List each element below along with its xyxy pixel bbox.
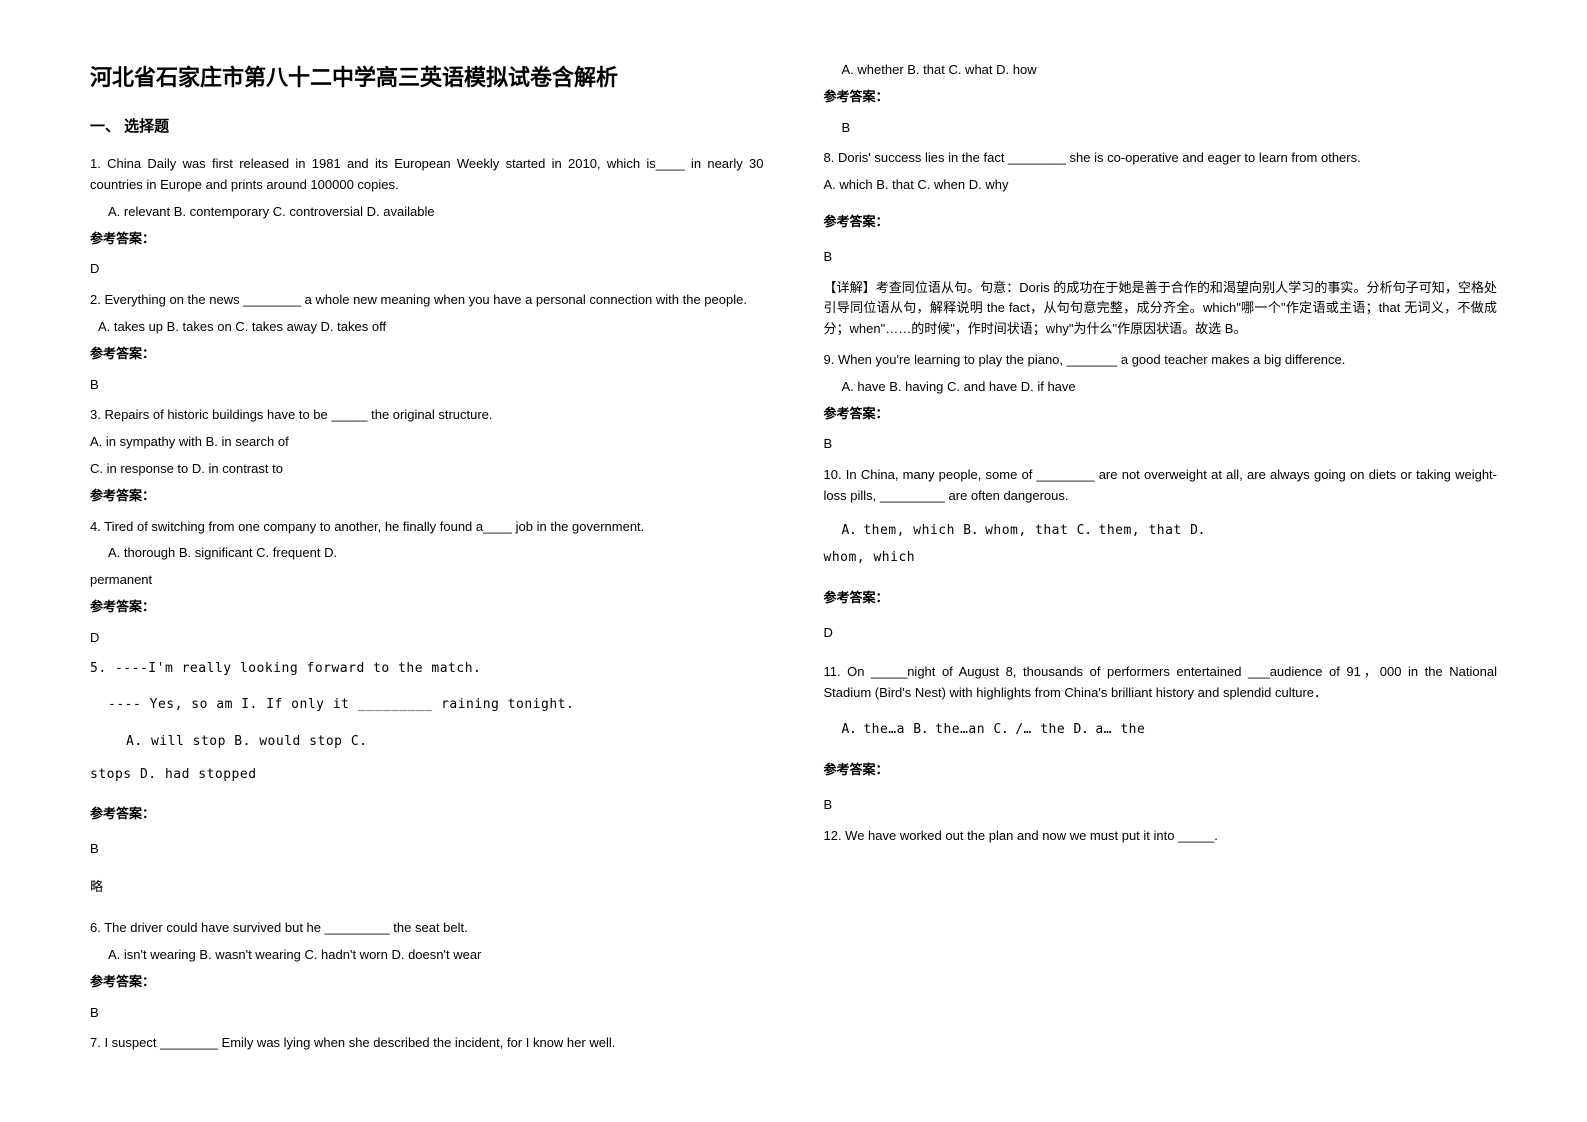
q7-answer-label: 参考答案： bbox=[824, 87, 1498, 108]
q8-text: 8. Doris' success lies in the fact _____… bbox=[824, 148, 1498, 169]
q9-answer-label: 参考答案： bbox=[824, 404, 1498, 425]
q2-answer: B bbox=[90, 375, 764, 396]
q10-text: 10. In China, many people, some of _____… bbox=[824, 465, 1498, 507]
q2-options: A. takes up B. takes on C. takes away D.… bbox=[98, 317, 764, 338]
q6-options: A. isn't wearing B. wasn't wearing C. ha… bbox=[108, 945, 764, 966]
q5-line2: ---- Yes, so am I. If only it _________ … bbox=[108, 695, 764, 716]
q10-answer-label: 参考答案： bbox=[824, 588, 1498, 609]
q8-answer-label: 参考答案： bbox=[824, 212, 1498, 233]
q8-options: A. which B. that C. when D. why bbox=[824, 175, 1498, 196]
q5-options-1: A. will stop B. would stop C. bbox=[126, 732, 764, 753]
q4-text: 4. Tired of switching from one company t… bbox=[90, 517, 764, 538]
q11-options: A．the…a B．the…an C．/… the D．a… the bbox=[842, 720, 1498, 741]
q6-text: 6. The driver could have survived but he… bbox=[90, 918, 764, 939]
q11-answer-label: 参考答案： bbox=[824, 760, 1498, 781]
q10-answer: D bbox=[824, 623, 1498, 644]
q3-text: 3. Repairs of historic buildings have to… bbox=[90, 405, 764, 426]
q3-options-2: C. in response to D. in contrast to bbox=[90, 459, 764, 480]
q4-answer: D bbox=[90, 628, 764, 649]
q5-text: 5. ----I'm really looking forward to the… bbox=[90, 659, 764, 680]
section-heading: 一、 选择题 bbox=[90, 115, 764, 139]
q1-answer: D bbox=[90, 259, 764, 280]
q6-answer: B bbox=[90, 1003, 764, 1024]
q5-answer: B bbox=[90, 839, 764, 860]
exam-page: 河北省石家庄市第八十二中学高三英语模拟试卷含解析 一、 选择题 1. China… bbox=[90, 60, 1497, 1060]
q4-answer-label: 参考答案： bbox=[90, 597, 764, 618]
q5-options-2: stops D. had stopped bbox=[90, 765, 764, 786]
q7-answer: B bbox=[842, 118, 1498, 139]
q8-explanation: 【详解】考查同位语从句。句意：Doris 的成功在于她是善于合作的和渴望向别人学… bbox=[824, 278, 1498, 340]
q9-answer: B bbox=[824, 434, 1498, 455]
q1-answer-label: 参考答案： bbox=[90, 229, 764, 250]
q3-options-1: A. in sympathy with B. in search of bbox=[90, 432, 764, 453]
q9-options: A. have B. having C. and have D. if have bbox=[842, 377, 1498, 398]
q10-options-tail: whom, which bbox=[824, 548, 1498, 569]
page-title: 河北省石家庄市第八十二中学高三英语模拟试卷含解析 bbox=[90, 60, 764, 95]
q11-text: 11. On _____night of August 8, thousands… bbox=[824, 662, 1498, 704]
q2-text: 2. Everything on the news ________ a who… bbox=[90, 290, 764, 311]
q5-answer-label: 参考答案： bbox=[90, 804, 764, 825]
q5-omit: 略 bbox=[90, 877, 764, 898]
q4-options-line: A. thorough B. significant C. frequent D… bbox=[108, 543, 764, 564]
q2-answer-label: 参考答案： bbox=[90, 344, 764, 365]
q6-answer-label: 参考答案： bbox=[90, 972, 764, 993]
q1-options: A. relevant B. contemporary C. controver… bbox=[108, 202, 764, 223]
q8-answer: B bbox=[824, 247, 1498, 268]
q3-answer-label: 参考答案： bbox=[90, 486, 764, 507]
q7-text: 7. I suspect ________ Emily was lying wh… bbox=[90, 1033, 764, 1054]
q7-options: A. whether B. that C. what D. how bbox=[842, 60, 1498, 81]
q9-text: 9. When you're learning to play the pian… bbox=[824, 350, 1498, 371]
q1-text: 1. China Daily was first released in 198… bbox=[90, 154, 764, 196]
q10-options-line: A．them, which B．whom, that C．them, that … bbox=[842, 521, 1498, 542]
q4-options-tail: permanent bbox=[90, 570, 764, 591]
q11-answer: B bbox=[824, 795, 1498, 816]
q12-text: 12. We have worked out the plan and now … bbox=[824, 826, 1498, 847]
